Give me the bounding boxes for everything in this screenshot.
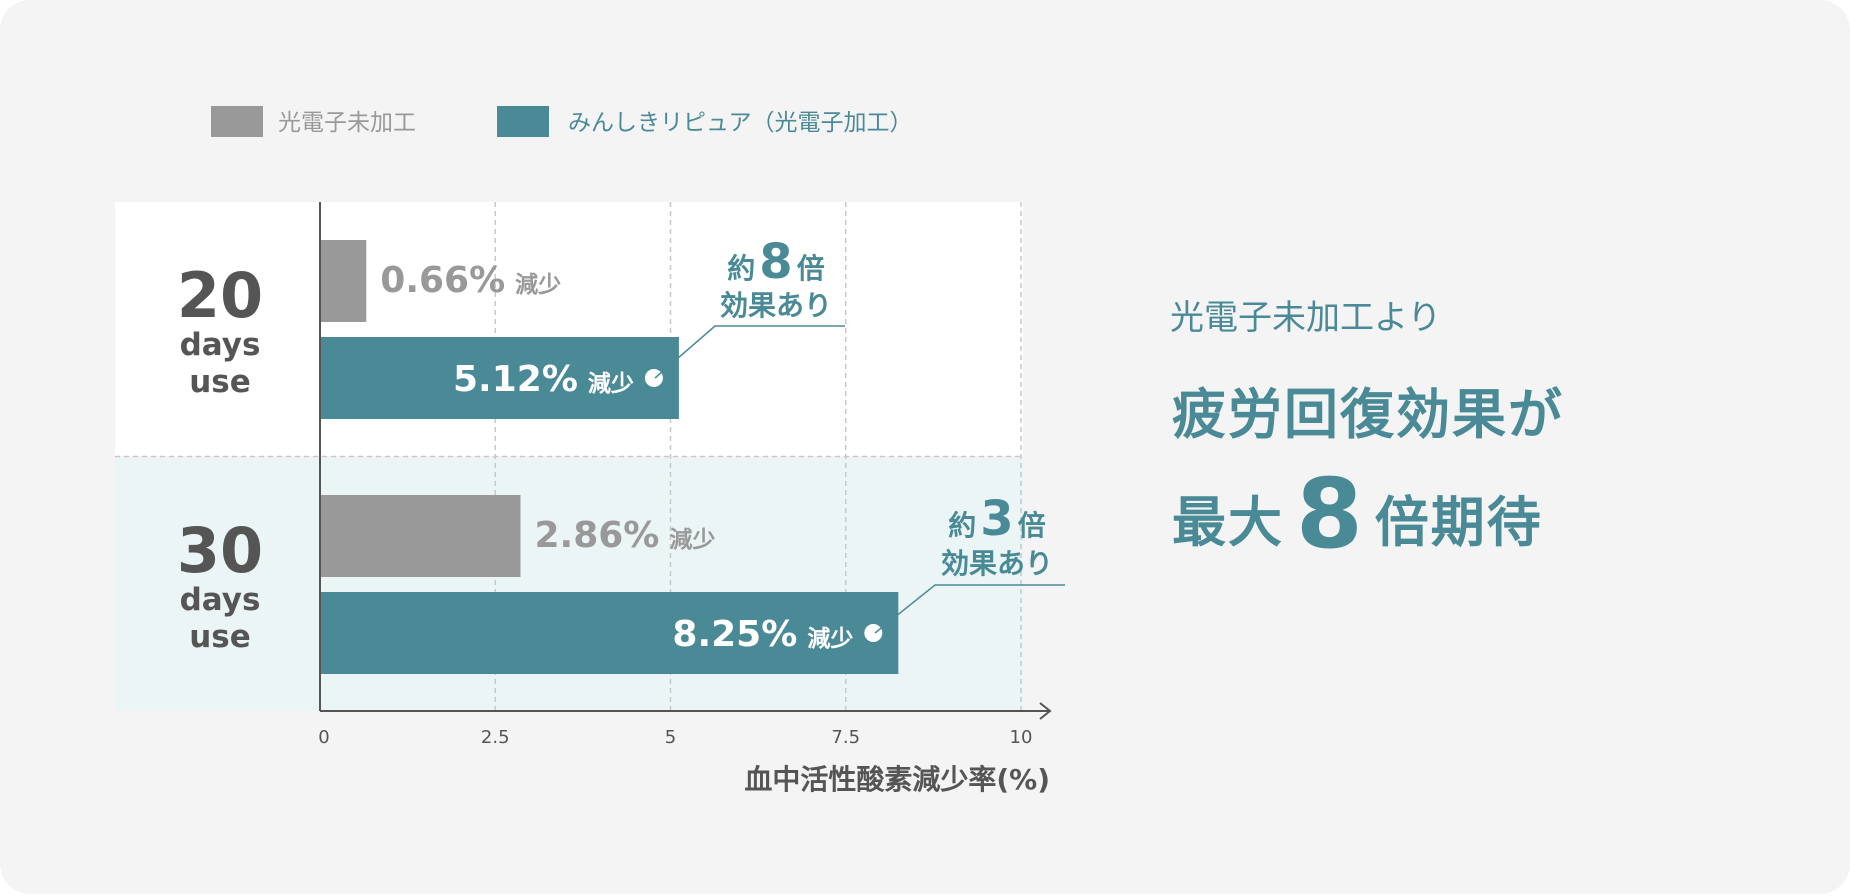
x-tick-label: 7.5 [831, 727, 860, 748]
callout-30days: 約3 倍 効果あり [874, 491, 1065, 634]
bar-processed [320, 337, 679, 419]
bars: 0.66% 減少 5.12% 減少 2.86% 減少 8.25% 減少 [320, 240, 899, 674]
x-tick-labels: 0 2.5 5 7.5 10 [318, 727, 1032, 748]
x-axis-arrow-icon [1039, 702, 1052, 720]
callout-multiplier: 約8 倍 [727, 234, 824, 290]
x-tick-label: 5 [665, 727, 676, 748]
value-label-processed: 5.12% 減少 [453, 359, 634, 400]
group-label-number: 30 [177, 514, 263, 587]
value-label-unprocessed: 0.66% 減少 [380, 260, 561, 301]
callout-effect-text: 効果あり [941, 547, 1053, 580]
group-label-number: 20 [177, 259, 263, 332]
legend-swatch-processed [497, 106, 549, 137]
callout-20days: 約8 倍 効果あり [654, 234, 845, 379]
legend-swatch-unprocessed [211, 106, 263, 137]
headline-line1: 疲労回復効果が [1172, 383, 1564, 446]
headline-line2-number: 8 [1296, 458, 1363, 570]
x-tick-label: 2.5 [481, 727, 510, 748]
bar-end-dot-icon [644, 369, 663, 387]
x-tick-label: 10 [1010, 727, 1033, 748]
group-label-30days: 30 days use [177, 514, 263, 655]
bar-unprocessed [320, 240, 367, 322]
headline-line2-post: 倍期待 [1374, 491, 1543, 554]
callout-leader-line [874, 584, 1065, 634]
callout-leader-line [654, 325, 845, 379]
value-label-processed: 8.25% 減少 [672, 614, 853, 655]
group-label-20days: 20 days use [177, 259, 263, 400]
bar-end-dot-icon [864, 624, 883, 642]
value-label-unprocessed: 2.86% 減少 [534, 515, 715, 556]
group-label-use: use [189, 364, 251, 400]
headline-lead: 光電子未加工より [1170, 298, 1442, 338]
group-label-days: days [180, 327, 261, 363]
headline-line2-pre: 最大 [1172, 491, 1284, 554]
callout-effect-text: 効果あり [720, 289, 832, 322]
legend-label-processed: みんしきリピュア（光電子加工） [568, 110, 913, 136]
headline-line2: 最大 8 倍期待 [1172, 452, 1543, 570]
group-label-use: use [189, 619, 251, 655]
bar-unprocessed [320, 495, 521, 577]
bar-processed [320, 592, 899, 674]
x-axis-title: 血中活性酸素減少率(%) [744, 763, 1050, 796]
group-label-days: days [180, 582, 261, 618]
legend-label-unprocessed: 光電子未加工 [278, 110, 416, 136]
callout-multiplier: 約3 倍 [948, 491, 1045, 547]
x-tick-label: 0 [318, 727, 329, 748]
